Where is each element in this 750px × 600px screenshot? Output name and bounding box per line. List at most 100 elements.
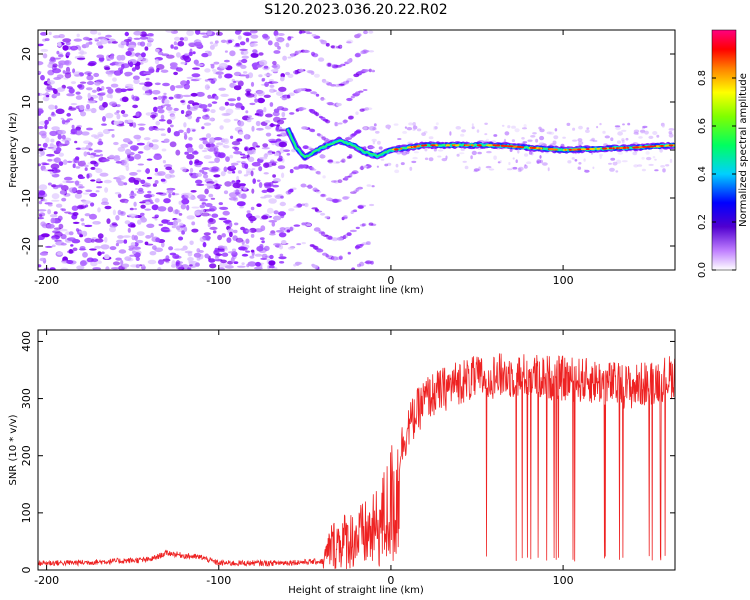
spectrogram-speckle xyxy=(353,189,358,193)
spectrogram-speckle xyxy=(222,245,228,249)
spectrogram-speckle xyxy=(567,160,572,164)
spectrogram-speckle xyxy=(199,169,205,173)
spectrogram-speckle xyxy=(94,220,98,225)
spectrogram-hotspot xyxy=(596,147,601,150)
spectrogram-speckle xyxy=(227,170,233,174)
spectrogram-speckle xyxy=(97,141,104,146)
spectrogram-speckle xyxy=(146,223,155,228)
spectrogram-speckle xyxy=(116,54,123,61)
top-x-tick-label: 0 xyxy=(387,274,394,287)
spectrogram-speckle xyxy=(38,92,41,96)
spectrogram-speckle xyxy=(349,229,357,233)
spectrogram-speckle xyxy=(250,34,259,39)
spectrogram-speckle xyxy=(155,70,160,73)
spectrogram-speckle xyxy=(38,61,44,66)
spectrogram-speckle xyxy=(195,77,202,80)
spectrogram-speckle xyxy=(286,153,291,156)
spectrogram-speckle xyxy=(49,214,58,218)
spectrogram-speckle xyxy=(58,54,64,58)
spectrogram-speckle xyxy=(210,63,215,66)
spectrogram-speckle xyxy=(39,257,46,262)
spectrogram-speckle xyxy=(105,266,110,270)
spectrogram-speckle xyxy=(199,204,206,209)
spectrogram-speckle xyxy=(97,260,102,265)
spectrogram-speckle xyxy=(134,153,142,160)
spectrogram-speckle xyxy=(159,128,166,131)
spectrogram-speckle xyxy=(189,160,193,166)
spectrogram-speckle xyxy=(247,115,252,118)
spectrogram-speckle xyxy=(208,117,215,121)
spectrogram-speckle xyxy=(296,203,303,208)
spectrogram-speckle xyxy=(263,153,268,158)
spectrogram-speckle xyxy=(191,228,199,233)
spectrogram-speckle xyxy=(316,133,321,136)
spectrogram-speckle xyxy=(190,92,198,97)
spectrogram-speckle xyxy=(434,126,438,130)
spectrogram-speckle xyxy=(94,39,99,42)
spectrogram-speckle xyxy=(104,254,110,260)
spectrogram-speckle xyxy=(123,182,128,186)
spectrogram-speckle xyxy=(220,39,227,43)
spectrogram-speckle xyxy=(368,126,376,131)
spectrogram-speckle xyxy=(123,162,130,168)
spectrogram-speckle xyxy=(127,44,136,48)
spectrogram-speckle xyxy=(175,225,181,230)
spectrogram-speckle xyxy=(58,161,64,167)
spectrogram-speckle xyxy=(353,73,360,78)
spectrogram-speckle xyxy=(278,211,286,216)
bottom-x-tick-label: 100 xyxy=(553,574,574,587)
spectrogram-speckle xyxy=(79,81,87,84)
spectrogram-speckle xyxy=(120,175,126,180)
spectrogram-speckle xyxy=(245,93,255,98)
colorbar-tick-label: 0.2 xyxy=(697,214,708,230)
spectrogram-speckle xyxy=(314,208,320,212)
spectrogram-speckle xyxy=(161,219,169,224)
spectrogram-speckle xyxy=(195,262,200,267)
spectrogram-speckle xyxy=(146,176,153,180)
spectrogram-speckle xyxy=(107,41,111,44)
spectrogram-speckle xyxy=(148,126,154,131)
spectrogram-speckle xyxy=(275,34,279,41)
bottom-x-axis-label: Height of straight line (km) xyxy=(288,585,424,596)
spectrogram-speckle xyxy=(170,44,174,49)
spectrogram-hotspot xyxy=(588,148,596,150)
spectrogram-speckle xyxy=(156,64,165,70)
spectrogram-speckle xyxy=(245,238,250,244)
spectrogram-speckle xyxy=(57,129,67,135)
spectrogram-speckle xyxy=(97,251,102,256)
spectrogram-speckle xyxy=(72,247,78,252)
spectrogram-speckle xyxy=(154,127,160,131)
spectrogram-speckle xyxy=(75,91,81,95)
spectrogram-speckle xyxy=(38,264,42,268)
spectrogram-speckle xyxy=(166,54,175,59)
spectrogram-speckle xyxy=(351,133,357,136)
spectrogram-speckle xyxy=(70,45,79,51)
spectrogram-hotspot xyxy=(399,147,403,150)
spectrogram-speckle xyxy=(239,206,244,209)
spectrogram-speckle xyxy=(287,94,291,99)
spectrogram-speckle xyxy=(297,69,305,73)
spectrogram-speckle xyxy=(245,133,249,140)
spectrogram-speckle xyxy=(219,206,229,210)
spectrogram-speckle xyxy=(273,108,280,113)
spectrogram-speckle xyxy=(437,149,444,152)
spectrogram-speckle xyxy=(154,218,158,221)
spectrogram-speckle xyxy=(133,30,142,36)
spectrogram-speckle xyxy=(168,246,174,251)
spectrogram-speckle xyxy=(272,111,280,117)
spectrogram-speckle xyxy=(72,221,80,224)
spectrogram-speckle xyxy=(73,38,83,42)
spectrogram-speckle xyxy=(522,141,528,144)
spectrogram-speckle xyxy=(367,241,371,246)
spectrogram-speckle xyxy=(224,59,230,63)
spectrogram-hotspot xyxy=(493,144,501,147)
spectrogram-speckle xyxy=(186,153,195,160)
spectrogram-speckle xyxy=(360,50,365,55)
spectrogram-speckle xyxy=(365,260,372,265)
spectrogram-speckle xyxy=(363,126,368,130)
spectrogram-speckle xyxy=(350,211,354,215)
spectrogram-speckle xyxy=(148,66,155,73)
spectrogram-speckle xyxy=(167,206,174,213)
spectrogram-speckle xyxy=(63,176,73,181)
spectrogram-speckle xyxy=(366,184,372,187)
